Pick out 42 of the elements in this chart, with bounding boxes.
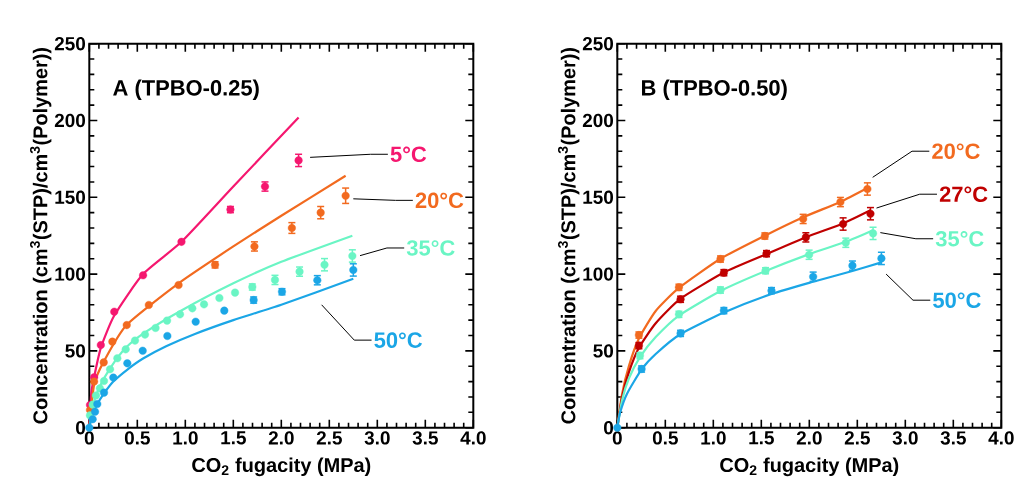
- y-tick-label: 250: [54, 36, 86, 51]
- y-tick-label: 150: [583, 190, 614, 204]
- y-tick-label: 50: [65, 344, 86, 358]
- text: 5°C: [390, 146, 427, 163]
- x-tick-label: 0.5: [652, 431, 678, 445]
- x-tick-label: 2.0: [796, 431, 822, 445]
- text: 20°C: [932, 143, 980, 159]
- text: 50°C: [933, 292, 981, 308]
- y-tick-label: 0: [76, 420, 86, 435]
- x-tick-label: 0.5: [124, 431, 150, 445]
- x-tick-label: 4.0: [460, 431, 486, 445]
- y-tick-label: 0: [604, 420, 614, 435]
- y-tick-label: 200: [54, 113, 86, 128]
- x-tick-label: 2.0: [268, 431, 294, 445]
- y-axis-title: Concentration (cm$^{3}$(STP)/cm$^{3}$(Polymer)): [557, 47, 580, 424]
- annotation: B (TPBO-0.50): [642, 79, 787, 100]
- x-axis-title: CO$_{2}$ fugacity (MPa): [192, 457, 371, 477]
- y-tick-label: 100: [55, 267, 86, 281]
- text: 50°C: [374, 332, 423, 348]
- x-tick-label: 3.5: [940, 431, 966, 445]
- y-axis-title: Concentration (cm$^{3}$(STP)/cm$^{3}$(Polymer)): [29, 47, 52, 424]
- text: 35°C: [406, 240, 455, 256]
- y-tick-label: 50: [593, 344, 614, 358]
- text: 27°C: [939, 186, 988, 202]
- y-tick-label: 200: [582, 113, 614, 128]
- x-tick-label: 4.0: [988, 431, 1014, 445]
- annotation: A (TPBO-0.25): [113, 79, 259, 100]
- x-tick-label: 3.0: [892, 431, 918, 445]
- x-tick-label: 1.5: [221, 431, 246, 445]
- y-tick-label: 150: [55, 190, 86, 204]
- x-axis-title: CO$_{2}$ fugacity (MPa): [720, 457, 899, 477]
- x-tick-label: 1.0: [173, 431, 198, 445]
- x-tick-label: 1.5: [749, 431, 774, 445]
- x-tick-label: 2.5: [844, 431, 870, 445]
- x-tick-label: 2.5: [316, 431, 342, 445]
- x-tick-label: 3.5: [412, 431, 438, 445]
- text: 35°C: [935, 230, 984, 247]
- x-tick-label: 1.0: [701, 431, 726, 445]
- y-tick-label: 250: [582, 36, 614, 51]
- text: 20°C: [415, 192, 464, 209]
- y-tick-label: 100: [583, 267, 614, 281]
- x-tick-label: 3.0: [364, 431, 390, 445]
